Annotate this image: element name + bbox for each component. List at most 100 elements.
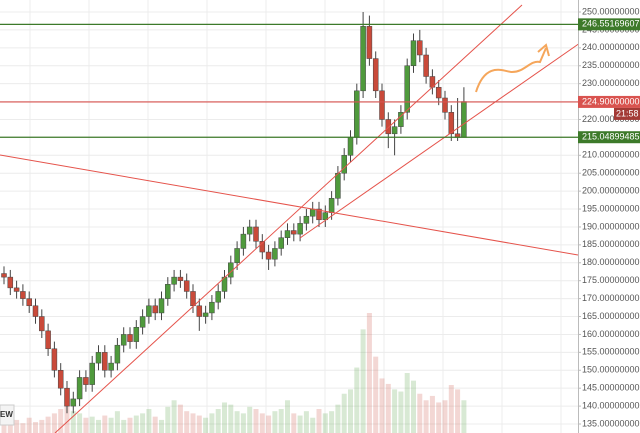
candle-body (114, 344, 121, 364)
candle-body (70, 398, 77, 407)
candle-body (152, 305, 158, 314)
volume-bar (417, 393, 423, 433)
price-label: 224.90000000 (582, 96, 640, 106)
candle-body (89, 362, 95, 385)
volume-bar (89, 416, 95, 433)
candle-body (209, 301, 215, 314)
candle-body (391, 126, 398, 135)
volume-bar (64, 405, 70, 433)
volume-bar (159, 419, 164, 433)
candle-body (146, 305, 152, 317)
volume-bar (152, 416, 158, 433)
volume-bar (77, 413, 83, 433)
candle-body (354, 90, 360, 138)
candle-body (108, 362, 114, 371)
grid (0, 0, 578, 433)
candle-body (341, 155, 347, 174)
candle-body (398, 112, 404, 127)
y-tick-label: 195.00000000 (582, 203, 640, 213)
candle-body (1, 273, 7, 278)
volume-bar (461, 400, 467, 433)
candle-body (372, 58, 379, 92)
volume-bar (303, 411, 309, 433)
candle-body (183, 280, 190, 292)
volume-bar (7, 424, 13, 433)
candle-body (171, 276, 177, 285)
volume-bar (108, 417, 114, 433)
volume-bar (448, 385, 454, 433)
volume-bar (398, 391, 404, 433)
price-axis (578, 0, 640, 433)
volume-bar (253, 409, 259, 433)
y-tick-label: 200.00000000 (582, 186, 640, 196)
volume-bar (429, 395, 435, 433)
price-label: 215.04899485 (582, 132, 640, 142)
volume-bar (411, 380, 416, 433)
volume-bar (310, 417, 316, 433)
candle-body (127, 334, 133, 342)
volume-bar (285, 400, 290, 433)
candle-body (215, 291, 221, 303)
candle-body (291, 230, 297, 235)
candle-body (423, 54, 429, 77)
volume-bar (58, 409, 64, 433)
volume-bar (442, 400, 448, 433)
volume-bar (234, 411, 240, 433)
y-tick-label: 150.00000000 (582, 365, 640, 375)
volume-bar (329, 411, 335, 433)
volume-bar (39, 419, 45, 433)
trend-line (54, 4, 523, 433)
price-label: 246.55169607 (582, 19, 640, 29)
volume-bar (184, 411, 190, 433)
candle-body (120, 334, 127, 346)
y-tick-label: 175.00000000 (582, 275, 640, 285)
candle-body (196, 305, 203, 317)
candle-body (139, 316, 146, 328)
candle-body (442, 97, 448, 113)
candle-body (246, 226, 253, 235)
projection-arrow (475, 47, 547, 93)
volume-bar (297, 415, 303, 433)
volume-bar (316, 409, 322, 433)
volume-bar (272, 411, 278, 433)
candle-body (272, 248, 278, 260)
y-tick-label: 135.00000000 (582, 418, 640, 428)
volume-bar (291, 413, 297, 433)
volume-bar (70, 411, 76, 433)
volume-bar (165, 406, 171, 433)
volume-bar (360, 329, 366, 433)
volume-bar (354, 367, 360, 433)
candle-body (259, 241, 266, 253)
y-tick-label: 155.00000000 (582, 347, 640, 357)
volume-bar (341, 393, 347, 433)
volume-bar (373, 356, 379, 433)
candle-body (165, 284, 171, 299)
volume-bar (423, 400, 429, 433)
candle-body (64, 387, 70, 407)
candle-body (410, 40, 417, 66)
volume-bar (228, 404, 234, 433)
arrow-head (537, 43, 550, 57)
volume-bar (146, 409, 152, 433)
volume-bar (96, 419, 101, 433)
y-tick-label: 160.00000000 (582, 329, 640, 339)
candle-body (102, 352, 108, 371)
volume-bar (266, 415, 272, 433)
price-lines (0, 23, 578, 138)
y-tick-label: 180.00000000 (582, 257, 640, 267)
candle-body (158, 298, 165, 314)
volume-bar (26, 417, 32, 433)
price-label-box (578, 95, 640, 108)
candle-body (177, 276, 184, 281)
y-tick-label: 170.00000000 (582, 293, 640, 303)
volume-bar (436, 402, 442, 433)
candle-body (57, 370, 64, 389)
y-tick-label: 140.00000000 (582, 400, 640, 410)
candle-body (328, 198, 335, 213)
y-tick-label: 220.00000000 (582, 114, 640, 124)
y-tick-label: 250.00000000 (582, 6, 640, 16)
volume-bar (121, 419, 127, 433)
volume-bar (209, 413, 215, 433)
candle-body (303, 215, 310, 224)
